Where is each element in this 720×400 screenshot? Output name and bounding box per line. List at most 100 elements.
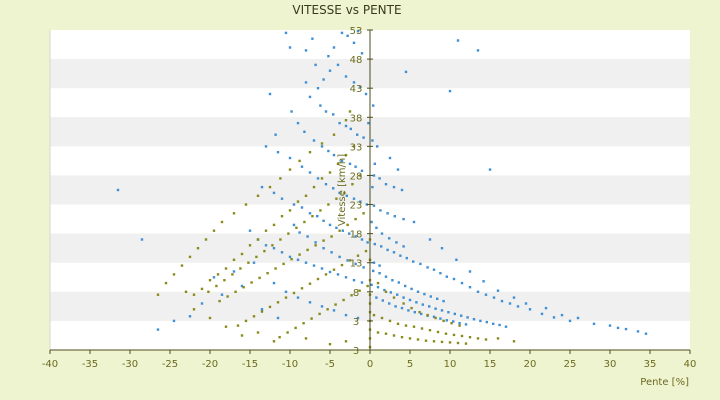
data-point — [338, 191, 341, 195]
series-1 — [156, 110, 516, 349]
data-point — [362, 136, 365, 139]
data-point — [426, 313, 429, 317]
data-point — [413, 311, 416, 314]
data-point — [468, 286, 472, 289]
data-point — [320, 142, 324, 145]
y-tick-label: 38 — [350, 113, 363, 124]
y-tick-label: 23 — [350, 201, 363, 212]
data-point — [345, 194, 348, 197]
data-point — [397, 281, 400, 284]
data-point — [156, 293, 160, 296]
data-point — [322, 219, 325, 222]
data-point — [410, 287, 413, 291]
data-point — [376, 281, 380, 285]
data-point — [332, 187, 335, 190]
data-point — [362, 266, 365, 269]
data-point — [386, 212, 389, 215]
data-point — [400, 336, 404, 339]
data-point — [272, 223, 276, 227]
data-point — [302, 322, 305, 325]
data-point — [188, 315, 192, 318]
data-point — [322, 78, 325, 81]
data-point — [244, 203, 248, 206]
data-point — [421, 303, 424, 306]
data-point — [288, 168, 292, 171]
data-point — [218, 299, 221, 303]
data-point — [624, 327, 628, 331]
data-point — [436, 330, 440, 334]
x-tick-label: -25 — [162, 359, 178, 370]
data-point — [476, 337, 480, 340]
data-point — [184, 290, 188, 293]
data-point — [408, 298, 412, 302]
data-point — [320, 305, 324, 308]
data-point — [303, 220, 306, 224]
data-point — [351, 183, 354, 186]
data-point — [544, 306, 548, 310]
data-point — [342, 298, 345, 302]
data-point — [286, 331, 289, 334]
data-point — [396, 168, 400, 171]
data-point — [320, 267, 324, 270]
data-point — [156, 328, 160, 331]
data-point — [371, 139, 374, 142]
y-tick-label: 8 — [353, 288, 359, 299]
data-point — [460, 334, 464, 338]
data-point — [456, 39, 460, 42]
data-point — [298, 159, 301, 163]
data-point — [346, 34, 349, 37]
data-point — [298, 231, 301, 234]
data-point — [540, 312, 544, 316]
data-point — [356, 316, 360, 320]
data-point — [324, 273, 328, 276]
data-point — [234, 290, 237, 293]
data-point — [400, 188, 404, 192]
data-point — [512, 296, 516, 299]
data-point — [393, 215, 396, 218]
data-point — [316, 87, 320, 90]
data-point — [264, 145, 268, 148]
data-point — [311, 215, 314, 218]
data-point — [378, 177, 381, 180]
data-point — [354, 262, 357, 266]
data-point — [552, 316, 556, 319]
data-point — [384, 290, 388, 293]
data-point — [300, 165, 304, 168]
data-point — [232, 212, 236, 215]
data-point — [380, 232, 384, 235]
data-point — [410, 306, 413, 310]
data-point — [445, 319, 448, 322]
data-point — [264, 244, 268, 247]
data-point — [352, 41, 356, 44]
data-point — [384, 332, 388, 335]
data-point — [352, 197, 356, 200]
data-point — [444, 332, 448, 335]
data-point — [280, 215, 284, 218]
data-point — [453, 312, 456, 316]
data-point — [360, 238, 364, 241]
data-point — [428, 238, 432, 241]
data-point — [644, 332, 648, 335]
data-point — [383, 288, 386, 292]
data-point — [592, 322, 596, 325]
data-point — [412, 325, 416, 328]
data-point — [468, 336, 472, 339]
data-point — [415, 301, 418, 304]
data-point — [452, 333, 456, 337]
data-point — [388, 156, 392, 160]
data-point — [408, 337, 412, 340]
data-point — [296, 200, 300, 203]
data-point — [405, 256, 408, 260]
data-point — [479, 319, 482, 323]
data-point — [271, 244, 274, 247]
data-point — [371, 185, 374, 189]
data-point — [428, 305, 431, 308]
data-point — [296, 258, 300, 261]
data-point — [279, 238, 282, 241]
data-point — [528, 308, 532, 311]
data-point — [516, 305, 520, 308]
data-point — [320, 145, 324, 148]
x-tick-label: 0 — [367, 359, 373, 370]
data-point — [458, 324, 461, 327]
